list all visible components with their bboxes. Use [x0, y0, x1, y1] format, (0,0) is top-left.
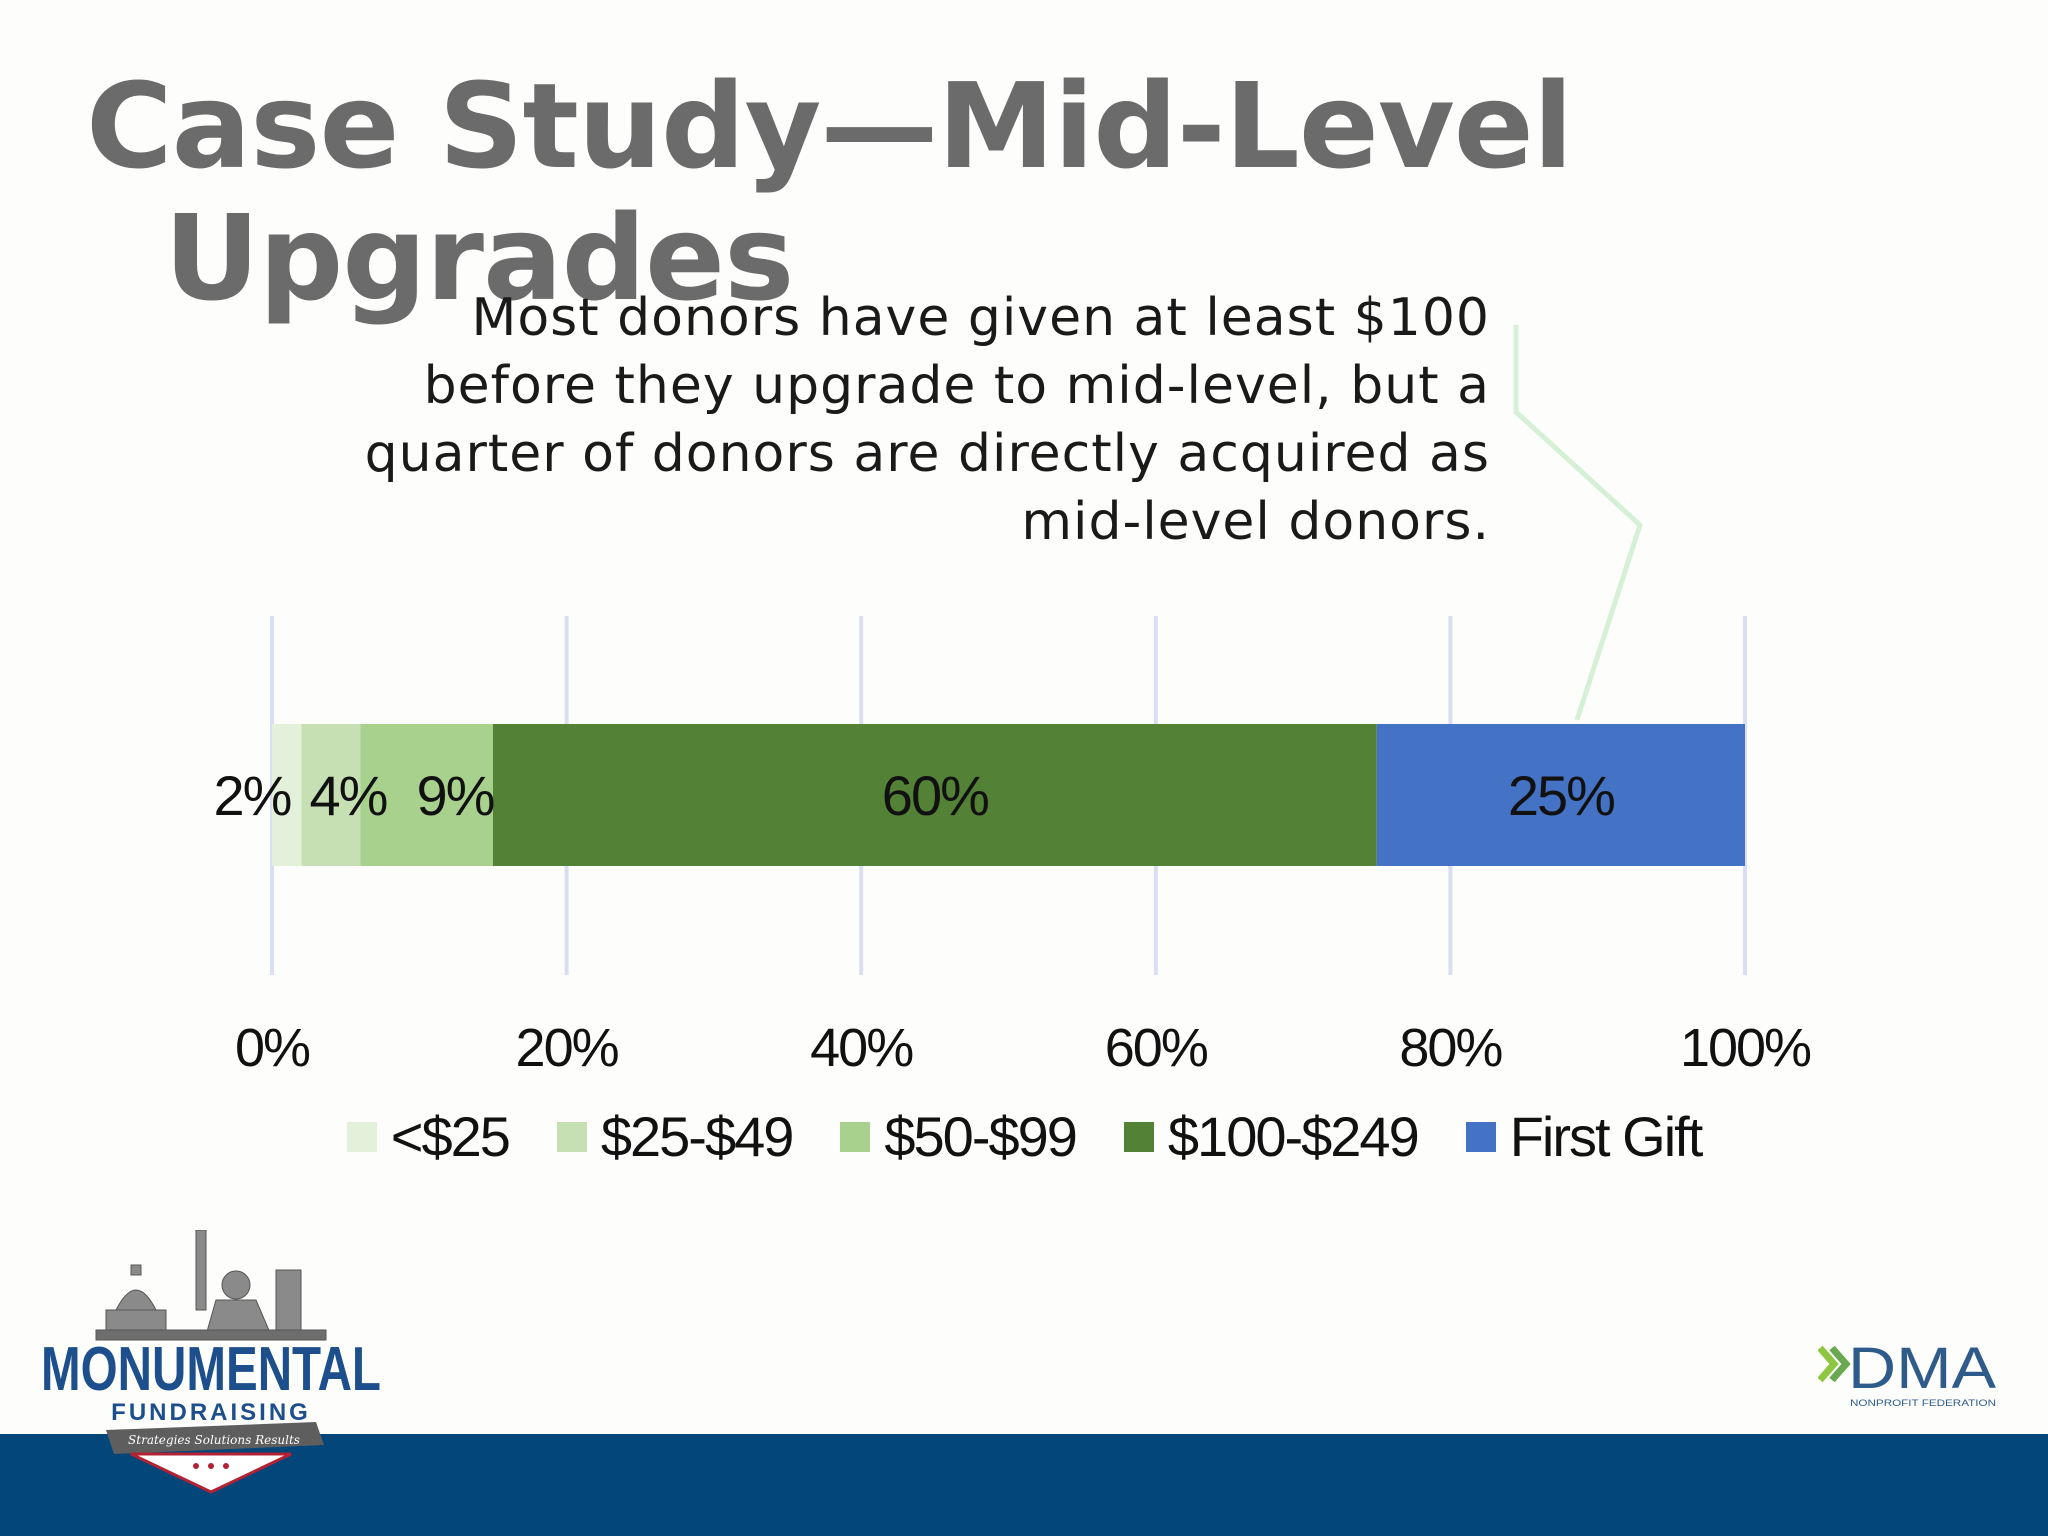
data-label: 2% [214, 764, 291, 827]
x-tick-label: 40% [810, 1018, 913, 1078]
x-tick-label: 100% [1680, 1018, 1811, 1078]
callout-connector [1513, 325, 1643, 721]
chart-legend: <$25 $25-$49 $50-$99 $100-$249 First Gif… [0, 1104, 2048, 1169]
callout-line: Most donors have given at least $100 [471, 288, 1490, 348]
legend-label: $100-$249 [1167, 1105, 1420, 1168]
x-tick-label: 0% [235, 1018, 310, 1078]
logo-left-tagline: Strategies Solutions Results [128, 1433, 300, 1447]
footer-bar [0, 1434, 2048, 1536]
x-tick-label: 60% [1105, 1018, 1208, 1078]
legend-label: <$25 [390, 1105, 511, 1168]
slide-title: Case Study—Mid-Level Upgrades [86, 57, 1573, 327]
data-label: 25% [1508, 764, 1614, 827]
legend-item: $25-$49 [556, 1104, 795, 1169]
slide-title-line-1: Case Study—Mid-Level [86, 57, 1573, 195]
legend-swatch [346, 1121, 377, 1152]
legend-item: <$25 [346, 1104, 511, 1169]
legend-swatch [1123, 1121, 1154, 1152]
dma-logo: DMA NONPROFIT FEDERATION [1818, 1340, 1996, 1408]
callout-text: Most donors have given at least $100 bef… [300, 284, 1490, 556]
bar-segment [492, 724, 1377, 866]
data-label: 4% [310, 764, 387, 827]
legend-label: First Gift [1509, 1105, 1704, 1168]
legend-swatch [1465, 1121, 1496, 1152]
legend-swatch [556, 1121, 587, 1152]
logo-left-sub: FUNDRAISING [111, 1399, 311, 1426]
callout-line: quarter of donors are directly acquired … [364, 424, 1490, 484]
monumental-fundraising-logo: MONUMENTAL FUNDRAISING Strategies Soluti… [41, 1230, 381, 1494]
x-tick-label: 20% [516, 1018, 619, 1078]
x-tick-label: 80% [1399, 1018, 1502, 1078]
callout-line: before they upgrade to mid-level, but a [423, 356, 1490, 416]
bar-segment [360, 724, 493, 866]
bar-segment [1376, 724, 1745, 866]
logo-right-sub: NONPROFIT FEDERATION [1850, 1398, 1996, 1408]
bar-segment [272, 724, 302, 866]
legend-item: First Gift [1465, 1104, 1704, 1169]
legend-swatch [840, 1121, 871, 1152]
legend-label: $25-$49 [600, 1105, 795, 1168]
legend-item: $100-$249 [1123, 1104, 1420, 1169]
logo-right-name: DMA [1848, 1340, 1996, 1401]
data-label: 9% [417, 764, 494, 827]
callout-line: mid-level donors. [1021, 492, 1490, 552]
legend-label: $50-$99 [884, 1105, 1078, 1168]
bar-segment [301, 724, 361, 866]
logo-left-name: MONUMENTAL [41, 1335, 381, 1404]
data-label: 60% [882, 764, 988, 827]
slide-title-line-2: Upgrades [164, 189, 794, 327]
legend-item: $50-$99 [840, 1104, 1078, 1169]
